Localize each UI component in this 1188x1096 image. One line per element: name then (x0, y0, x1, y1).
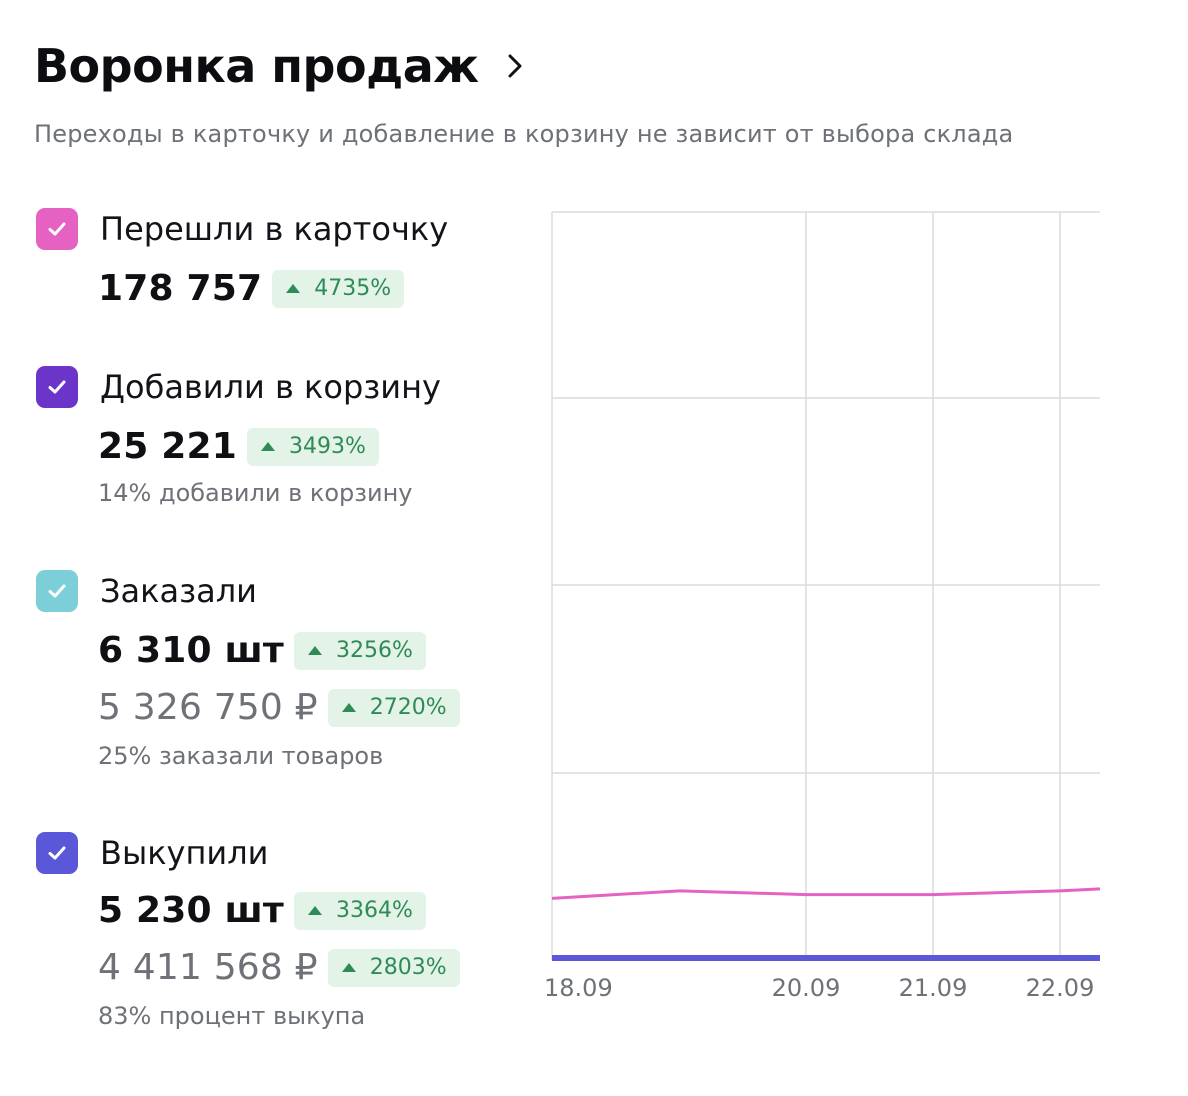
checkbox-views[interactable] (36, 208, 78, 250)
check-icon (48, 380, 66, 394)
page-subtitle: Переходы в карточку и добавление в корзи… (34, 120, 1014, 148)
metric-value-rub: 4 411 568 ₽ (98, 947, 318, 988)
triangle-up-icon (286, 284, 301, 293)
change-value: 3364% (335, 898, 413, 923)
change-badge: 3256% (293, 631, 426, 670)
change-badge: 3493% (246, 427, 379, 466)
metric-note: 14% добавили в корзину (98, 479, 413, 507)
metric-card-views: Перешли в карточку 178 757 4735% (36, 208, 448, 309)
triangle-up-icon (341, 963, 356, 972)
x-tick-label: 22.09 (1026, 974, 1095, 1002)
change-value: 2803% (369, 955, 447, 980)
checkbox-orders[interactable] (36, 570, 78, 612)
check-icon (48, 222, 66, 236)
triangle-up-icon (341, 703, 356, 712)
checkbox-cart[interactable] (36, 366, 78, 408)
metric-note: 83% процент выкупа (98, 1002, 366, 1030)
page-title: Воронка продаж (34, 39, 479, 93)
metric-value-rub: 5 326 750 ₽ (98, 687, 318, 728)
x-tick-label: 20.09 (772, 974, 841, 1002)
metric-card-cart: Добавили в корзину 25 221 3493% 14% доба… (36, 366, 441, 507)
check-icon (48, 584, 66, 598)
change-badge: 2803% (327, 948, 460, 987)
check-icon (48, 846, 66, 860)
metric-label: Добавили в корзину (100, 368, 441, 406)
change-badge: 4735% (272, 269, 405, 308)
metric-value-units: 6 310 шт (98, 630, 284, 671)
change-value: 4735% (314, 276, 392, 301)
chevron-right-icon[interactable] (505, 51, 525, 81)
checkbox-buyouts[interactable] (36, 832, 78, 874)
series-line-1 (551, 887, 1101, 900)
metric-label: Выкупили (100, 834, 269, 872)
metric-value: 178 757 (98, 268, 263, 309)
metric-value-units: 5 230 шт (98, 890, 284, 931)
x-tick-label: 18.09 (544, 974, 613, 1002)
triangle-up-icon (307, 906, 322, 915)
triangle-up-icon (260, 442, 275, 451)
change-value: 2720% (369, 695, 447, 720)
metric-label: Заказали (100, 572, 257, 610)
change-value: 3493% (288, 434, 366, 459)
change-badge: 2720% (327, 688, 460, 727)
change-value: 3256% (335, 638, 413, 663)
header[interactable]: Воронка продаж (34, 38, 525, 94)
metric-label: Перешли в карточку (100, 210, 449, 248)
metric-card-buyouts: Выкупили 5 230 шт 3364% 4 411 568 ₽ 2803… (36, 832, 460, 1030)
metric-value: 25 221 (98, 426, 237, 467)
metric-card-orders: Заказали 6 310 шт 3256% 5 326 750 ₽ 2720… (36, 570, 460, 770)
metric-note: 25% заказали товаров (98, 742, 384, 770)
change-badge: 3364% (293, 891, 426, 930)
triangle-up-icon (307, 646, 322, 655)
x-tick-label: 21.09 (899, 974, 968, 1002)
